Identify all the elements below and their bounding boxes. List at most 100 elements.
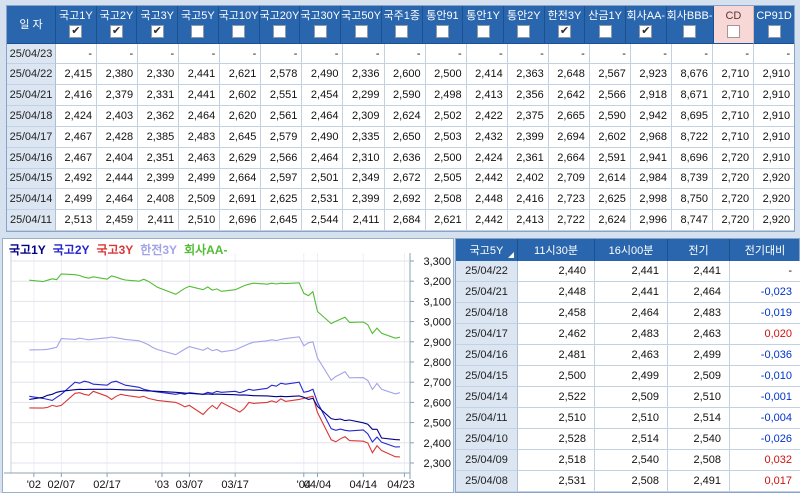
column-checkbox[interactable] [354, 25, 368, 38]
row-date: 25/04/11 [456, 408, 518, 429]
column-checkbox[interactable] [726, 25, 740, 38]
detail-table-series-header[interactable]: 국고5Y [456, 239, 518, 261]
rate-cell: 2,624 [384, 106, 426, 127]
column-checkbox[interactable] [767, 25, 781, 38]
value-cell: 2,531 [518, 471, 595, 492]
rate-cell: 2,984 [630, 168, 672, 190]
detail-column-header[interactable]: 11시30분 [518, 239, 595, 261]
value-cell: 2,528 [518, 429, 595, 450]
column-header-10[interactable]: 통안91 [422, 6, 464, 44]
column-checkbox-checked[interactable]: ✔ [110, 25, 123, 38]
rate-cell: - [97, 43, 139, 65]
column-header-15[interactable]: 회사AA- ✔ [625, 6, 667, 44]
column-header-11[interactable]: 통안1Y [463, 6, 504, 44]
value-cell: 2,518 [518, 450, 595, 471]
rate-cell: 2,996 [630, 210, 672, 231]
rate-cell: 2,331 [138, 85, 180, 107]
rate-cell: 2,349 [343, 168, 385, 190]
column-header-9[interactable]: 국주1종 [381, 6, 423, 44]
rate-table-row: 25/04/15 2,492 2,444 2,399 2,499 2,664 2,597 2,… [7, 168, 795, 190]
rate-cell: 2,710 [713, 126, 755, 148]
row-date: 25/04/18 [456, 303, 518, 324]
column-header-6[interactable]: 국고20Y [259, 6, 301, 44]
value-cell: 2,514 [668, 408, 730, 429]
column-checkbox[interactable] [476, 25, 490, 38]
rate-table-header-row: 일 자 국고1Y ✔ 국고2Y ✔ 국고3Y ✔ 국고5Y 국고10Y 국고20Y 국고30Y 국고… [7, 6, 794, 44]
rate-table-row: 25/04/22 2,415 2,380 2,330 2,441 2,621 2,578 2,… [7, 64, 795, 86]
chart-tick-label: '03 [155, 479, 169, 491]
value-cell: 2,508 [668, 450, 730, 471]
value-cell: 2,483 [668, 303, 730, 324]
rate-cell: 2,648 [548, 64, 590, 86]
rate-cell: 2,910 [754, 64, 795, 86]
column-header-18[interactable]: CP91D [754, 6, 794, 44]
column-header-8[interactable]: 국고50Y [341, 6, 382, 44]
column-checkbox[interactable] [598, 25, 612, 38]
rate-cell: 2,413 [466, 85, 508, 107]
detail-table-row: 25/04/15 2,500 2,499 2,509 -0,010 [456, 366, 800, 387]
value-cell: 2,509 [595, 387, 668, 408]
column-checkbox-checked[interactable]: ✔ [557, 25, 571, 38]
value-cell: 2,440 [518, 261, 595, 282]
rate-table: 일 자 국고1Y ✔ 국고2Y ✔ 국고3Y ✔ 국고5Y 국고10Y 국고20Y 국고30Y 국고… [6, 5, 795, 232]
chart-legend-item: 국고3Y [96, 243, 134, 257]
rate-cell: 8,676 [671, 64, 713, 86]
series-line-국고3Y [29, 390, 400, 458]
detail-column-header[interactable]: 전기대비 [744, 245, 786, 257]
column-checkbox[interactable] [395, 25, 409, 38]
rate-cell: 2,602 [589, 126, 631, 148]
column-header-7[interactable]: 국고30Y [300, 6, 342, 44]
rate-cell: 8,695 [671, 106, 713, 127]
column-header-3[interactable]: 국고3Y ✔ [137, 6, 179, 44]
column-header-14[interactable]: 산금1Y [585, 6, 626, 44]
rate-cell: 2,403 [97, 106, 139, 127]
column-header-12[interactable]: 통안2Y [503, 6, 545, 44]
row-date: 25/04/15 [7, 168, 56, 190]
column-checkbox[interactable] [517, 25, 531, 38]
column-header-17[interactable]: CD [713, 6, 755, 44]
detail-column-header[interactable]: 16시00분 [595, 239, 668, 261]
row-date: 25/04/15 [456, 366, 518, 387]
change-cell: -0,019 [730, 303, 800, 324]
rate-cell: 2,710 [713, 85, 755, 107]
rate-cell: 2,442 [466, 168, 508, 190]
column-header-13[interactable]: 한전3Y ✔ [544, 6, 586, 44]
column-header-5[interactable]: 국고10Y [218, 6, 260, 44]
rate-cell: 2,566 [589, 85, 631, 107]
detail-column-header[interactable]: 전기 [668, 239, 730, 261]
rate-cell: 2,399 [343, 189, 385, 211]
change-cell: -0,001 [730, 387, 800, 408]
value-cell: 2,510 [668, 387, 730, 408]
column-checkbox[interactable] [313, 25, 327, 38]
rate-cell: 2,710 [713, 106, 755, 127]
column-checkbox-checked[interactable]: ✔ [150, 25, 164, 38]
row-date: 25/04/23 [7, 43, 56, 65]
chart-tick-label: 2,500 [423, 418, 451, 430]
rate-cell: 2,672 [384, 168, 426, 190]
row-date: 25/04/17 [7, 126, 56, 148]
column-header-4[interactable]: 국고5Y [178, 6, 219, 44]
series-line-한전3Y [29, 336, 401, 395]
rate-cell: 2,444 [97, 168, 139, 190]
row-date: 25/04/14 [7, 189, 56, 211]
column-checkbox[interactable] [232, 25, 246, 38]
row-date: 25/04/21 [7, 85, 56, 107]
rate-cell: 2,642 [548, 85, 590, 107]
column-header-2[interactable]: 국고2Y ✔ [96, 6, 138, 44]
rate-cell: - [302, 43, 344, 65]
column-checkbox-checked[interactable]: ✔ [639, 25, 653, 38]
rate-cell: 2,399 [138, 168, 180, 190]
column-checkbox[interactable] [683, 25, 697, 38]
column-checkbox[interactable] [191, 25, 205, 38]
column-checkbox[interactable] [272, 25, 286, 38]
rate-cell: 2,411 [343, 210, 385, 231]
column-header-1[interactable]: 국고1Y ✔ [56, 6, 97, 44]
column-header-label: 국고30Y [300, 10, 341, 22]
chart-legend-item: 국고2Y [52, 243, 90, 257]
column-checkbox-checked[interactable]: ✔ [69, 25, 83, 38]
column-header-label: 회사BBB- [666, 10, 713, 22]
column-checkbox[interactable] [435, 25, 449, 38]
rate-cell: 2,413 [507, 210, 549, 231]
column-header-16[interactable]: 회사BBB- [666, 6, 714, 44]
rate-cell: 2,600 [384, 64, 426, 86]
